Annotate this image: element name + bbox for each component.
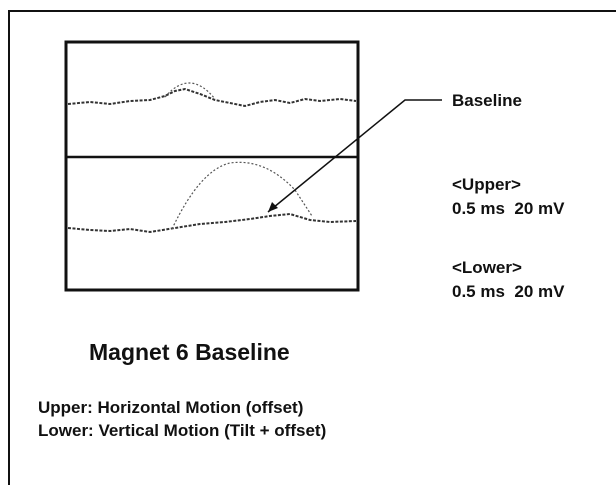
figure-title: Magnet 6 Baseline bbox=[89, 339, 290, 365]
lower-setting: 0.5 ms 20 mV bbox=[452, 282, 565, 301]
lower-heading: <Lower> bbox=[452, 258, 522, 277]
caption: Upper: Horizontal Motion (offset) bbox=[38, 398, 303, 417]
figure: Baseline <Upper> 0.5 ms 20 mV <Lower> 0.… bbox=[0, 0, 616, 485]
upper-heading: <Upper> bbox=[452, 175, 521, 194]
page: Baseline <Upper> 0.5 ms 20 mV <Lower> 0.… bbox=[0, 0, 616, 485]
upper-setting: 0.5 ms 20 mV bbox=[452, 199, 565, 218]
callout-label: Baseline bbox=[452, 91, 522, 110]
caption: Lower: Vertical Motion (Tilt + offset) bbox=[38, 421, 326, 440]
